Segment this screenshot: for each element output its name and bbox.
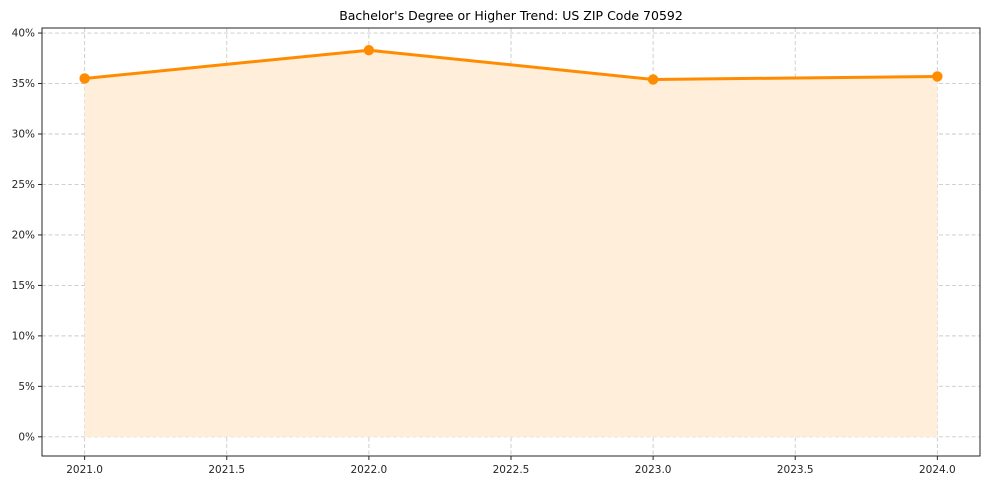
x-tick-label: 2024.0 <box>919 464 956 476</box>
data-point-marker <box>932 71 943 82</box>
x-tick-label: 2021.5 <box>208 464 245 476</box>
y-tick-label: 30% <box>12 128 35 140</box>
y-tick-label: 5% <box>18 381 35 393</box>
data-point-marker <box>79 73 90 84</box>
x-tick-label: 2022.5 <box>493 464 530 476</box>
trend-line <box>83 48 939 81</box>
y-tick-label: 10% <box>12 330 35 342</box>
data-point-marker <box>363 45 375 56</box>
y-tick-label: 40% <box>12 28 35 40</box>
y-tick-label: 25% <box>12 179 35 191</box>
y-tick-label: 15% <box>12 280 35 292</box>
y-tick-label: 20% <box>12 229 35 241</box>
area-fill <box>84 50 938 437</box>
x-tick-label: 2022.0 <box>351 464 388 476</box>
data-point-marker <box>647 74 659 85</box>
x-tick-label: 2021.0 <box>66 464 103 476</box>
x-tick-label: 2023.0 <box>635 464 672 476</box>
y-tick-label: 35% <box>12 78 35 90</box>
chart-title: Bachelor's Degree or Higher Trend: US ZI… <box>339 8 683 23</box>
x-tick-label: 2023.5 <box>777 464 814 476</box>
plot-group: 2021.0 2021.5 2022.0 2022.5 2023.0 2023.5 2024… <box>12 27 981 476</box>
y-tick-label: 0% <box>18 431 35 443</box>
